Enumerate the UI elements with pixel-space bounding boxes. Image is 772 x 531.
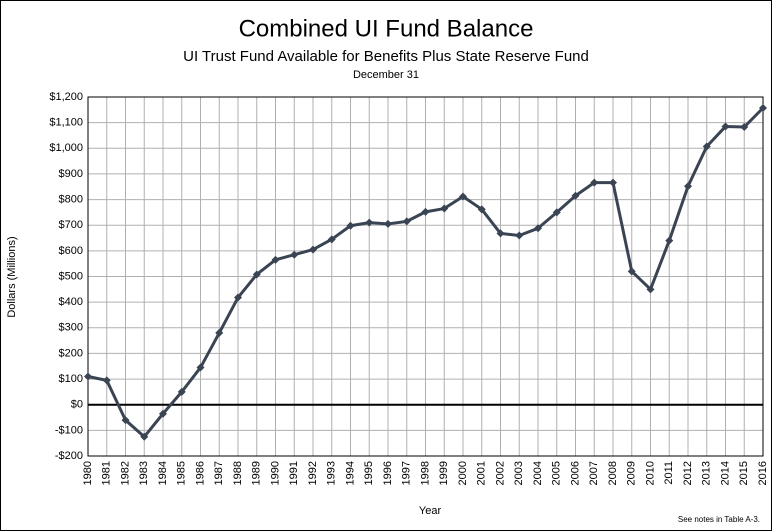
x-tick-label: 1989 xyxy=(251,461,263,485)
x-tick-label: 2004 xyxy=(532,461,544,485)
x-tick-label: 2000 xyxy=(457,461,469,485)
y-tick-label: $700 xyxy=(59,219,83,231)
data-point xyxy=(121,416,130,425)
data-point xyxy=(365,218,374,227)
y-tick-label: $1,200 xyxy=(49,91,83,103)
x-tick-label: 2007 xyxy=(588,461,600,485)
data-point xyxy=(421,207,430,216)
plot-frame xyxy=(87,96,764,457)
x-tick-label: 1997 xyxy=(401,461,413,485)
data-point xyxy=(290,250,299,259)
y-tick-label: $500 xyxy=(59,270,83,282)
y-tick-label: $600 xyxy=(59,245,83,257)
x-tick-label: 2005 xyxy=(551,461,563,485)
data-point xyxy=(215,328,224,337)
data-point xyxy=(477,205,486,214)
data-point xyxy=(440,204,449,213)
x-tick-label: 1985 xyxy=(176,461,188,485)
data-point xyxy=(552,208,561,217)
data-point xyxy=(140,432,149,441)
x-tick-label: 1999 xyxy=(438,461,450,485)
y-tick-label: $100 xyxy=(59,373,83,385)
y-tick-label: $900 xyxy=(59,168,83,180)
x-tick-label: 1994 xyxy=(344,461,356,485)
data-point xyxy=(684,182,692,191)
y-tick-label: $400 xyxy=(59,296,83,308)
data-point xyxy=(252,270,261,279)
x-tick-label: 1983 xyxy=(138,461,150,485)
data-point xyxy=(534,224,542,233)
data-point xyxy=(402,217,411,226)
data-point xyxy=(384,219,392,228)
chart-subtitle: December 31 xyxy=(353,69,419,81)
y-tick-label: -$200 xyxy=(55,450,83,462)
data-point xyxy=(234,293,242,302)
data-point xyxy=(196,363,205,372)
data-point xyxy=(702,142,711,151)
y-tick-label: $800 xyxy=(59,193,83,205)
data-point xyxy=(646,285,655,294)
x-tick-label: 1991 xyxy=(288,461,300,485)
x-tick-label: 1982 xyxy=(119,461,131,485)
x-tick-label: 1980 xyxy=(82,461,94,485)
data-point xyxy=(759,104,767,113)
data-point xyxy=(590,178,599,187)
data-point xyxy=(346,221,355,230)
x-tick-label: 2014 xyxy=(719,461,731,485)
x-tick-label: 2010 xyxy=(644,461,656,485)
data-point xyxy=(159,409,167,418)
x-tick-label: 2011 xyxy=(663,461,675,485)
data-point xyxy=(496,229,505,238)
x-tick-label: 1987 xyxy=(213,461,225,485)
x-tick-label: 2009 xyxy=(626,461,638,485)
data-point xyxy=(740,123,749,132)
x-tick-label: 1990 xyxy=(269,461,281,485)
x-tick-label: 2016 xyxy=(757,461,769,485)
x-tick-label: 2012 xyxy=(682,461,694,485)
x-tick-label: 2001 xyxy=(476,461,488,485)
x-tick-label: 2002 xyxy=(494,461,506,485)
x-tick-label: 1988 xyxy=(232,461,244,485)
data-point xyxy=(721,122,730,131)
x-tick-label: 2006 xyxy=(569,461,581,485)
y-tick-label: $1,100 xyxy=(49,117,83,129)
data-point xyxy=(627,267,636,276)
x-axis-label: Year xyxy=(419,505,442,517)
data-point xyxy=(515,231,524,240)
data-point xyxy=(327,235,336,244)
y-axis-label: Dollars (Millions) xyxy=(6,236,18,317)
data-point xyxy=(177,387,186,396)
x-tick-label: 1986 xyxy=(194,461,206,485)
note: See notes in Table A-3. xyxy=(678,515,760,524)
x-tick-label: 2015 xyxy=(738,461,750,485)
data-point xyxy=(271,255,280,264)
x-tick-label: 1984 xyxy=(157,461,169,485)
data-point xyxy=(459,192,467,201)
y-tick-label: $0 xyxy=(71,399,83,411)
x-tick-label: 2003 xyxy=(513,461,525,485)
chart-subtitle: UI Trust Fund Available for Benefits Plu… xyxy=(183,48,589,65)
y-tick-label: -$100 xyxy=(55,424,83,436)
data-point xyxy=(84,372,92,381)
x-tick-label: 2013 xyxy=(701,461,713,485)
y-tick-label: $300 xyxy=(59,322,83,334)
x-tick-label: 1981 xyxy=(101,461,113,485)
data-point xyxy=(102,376,111,385)
data-point xyxy=(571,191,580,200)
x-tick-label: 1992 xyxy=(307,461,319,485)
y-tick-label: $1,000 xyxy=(49,142,83,154)
x-tick-label: 1995 xyxy=(363,461,375,485)
data-point xyxy=(309,245,317,254)
x-tick-label: 1998 xyxy=(419,461,431,485)
x-tick-label: 2008 xyxy=(607,461,619,485)
y-tick-label: $200 xyxy=(59,347,83,359)
data-point xyxy=(609,178,617,187)
x-tick-label: 1996 xyxy=(382,461,394,485)
data-point xyxy=(665,236,674,245)
chart-title: Combined UI Fund Balance xyxy=(239,15,534,42)
x-tick-label: 1993 xyxy=(326,461,338,485)
